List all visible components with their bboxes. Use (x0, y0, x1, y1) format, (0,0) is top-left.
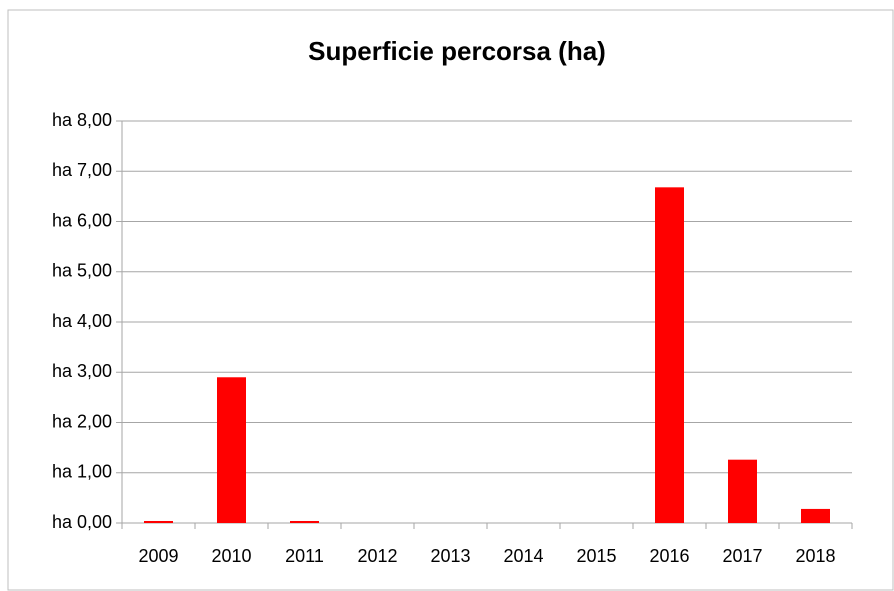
x-tick-label: 2011 (285, 546, 324, 566)
bar (801, 508, 830, 523)
x-tick-label: 2009 (138, 546, 178, 566)
bar (217, 377, 246, 523)
chart-border (7, 9, 894, 591)
x-tick-label: 2017 (722, 546, 762, 566)
x-tick-label: 2016 (649, 546, 689, 566)
y-tick-label: ha 0,00 (52, 512, 112, 532)
y-tick-label: ha 8,00 (52, 110, 112, 130)
chart-title: Superficie percorsa (ha) (308, 36, 606, 66)
y-tick-label: ha 7,00 (52, 160, 112, 180)
x-tick-label: 2015 (576, 546, 616, 566)
y-tick-label: ha 2,00 (52, 411, 112, 431)
bar (655, 187, 684, 523)
x-tick-label: 2012 (357, 546, 397, 566)
x-tick-label: 2014 (503, 546, 543, 566)
y-tick-label: ha 3,00 (52, 361, 112, 381)
bar (290, 520, 319, 523)
x-tick-label: 2010 (211, 546, 251, 566)
x-tick-label: 2013 (430, 546, 470, 566)
y-tick-label: ha 1,00 (52, 462, 112, 482)
x-tick-label: 2018 (795, 546, 835, 566)
y-tick-label: ha 6,00 (52, 210, 112, 230)
y-tick-label: ha 5,00 (52, 261, 112, 281)
bar (728, 459, 757, 523)
bar (144, 520, 173, 523)
y-tick-label: ha 4,00 (52, 311, 112, 331)
